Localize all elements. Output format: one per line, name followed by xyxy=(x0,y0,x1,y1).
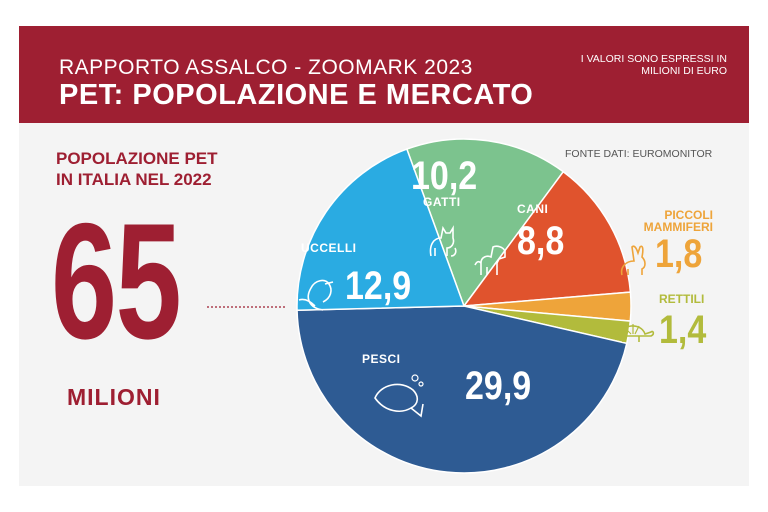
pesci-label: PESCI xyxy=(362,352,401,366)
population-value: 65 xyxy=(51,189,182,373)
report-subtitle: RAPPORTO ASSALCO - ZOOMARK 2023 xyxy=(59,56,473,79)
cat-icon xyxy=(429,225,457,257)
cani-value-box: 8,8 xyxy=(517,219,573,264)
uccelli-value: 12,9 xyxy=(345,264,412,308)
slice-label-cani: CANI xyxy=(517,202,548,216)
pie-slice-pesci xyxy=(296,305,628,474)
cani-label: CANI xyxy=(517,202,549,216)
bird-icon xyxy=(298,279,334,311)
population-title-line1: POPOLAZIONE PET xyxy=(56,149,218,168)
pie-chart xyxy=(207,138,632,474)
pesci-value-box: 29,9 xyxy=(465,364,543,409)
gatti-label: GATTI xyxy=(423,195,461,209)
cani-value: 8,8 xyxy=(517,219,565,263)
pie-slice-cani xyxy=(462,170,632,307)
fish-icon xyxy=(374,374,424,418)
slice-label-uccelli: UCCELLI xyxy=(301,241,357,255)
population-title-line2: IN ITALIA NEL 2022 xyxy=(56,170,212,189)
uccelli-value-box: 12,9 xyxy=(345,264,423,309)
header-banner: RAPPORTO ASSALCO - ZOOMARK 2023 PET: POP… xyxy=(19,26,749,123)
infographic-card: RAPPORTO ASSALCO - ZOOMARK 2023 PET: POP… xyxy=(19,26,749,486)
slice-label-pesci: PESCI xyxy=(362,352,401,366)
pesci-value: 29,9 xyxy=(465,364,532,408)
pie-slices xyxy=(296,138,632,474)
report-title: PET: POPOLAZIONE E MERCATO xyxy=(59,79,534,111)
piccoli-mammiferi-value: 1,8 xyxy=(655,232,703,276)
rettili-label: RETTILI xyxy=(659,292,705,306)
data-source: FONTE DATI: EUROMONITOR xyxy=(565,148,713,160)
gatti-value: 10,2 xyxy=(411,154,478,198)
uccelli-label: UCCELLI xyxy=(301,241,357,255)
pie-slice-gatti xyxy=(405,138,565,308)
rettili-value: 1,4 xyxy=(659,308,707,352)
slice-label-piccoli-mammiferi: PICCOLI MAMMIFERI xyxy=(643,208,713,234)
population-unit: MILIONI xyxy=(67,384,161,410)
rabbit-icon xyxy=(620,245,646,276)
dog-icon xyxy=(474,245,506,275)
turtle-icon xyxy=(618,324,655,342)
pie-slice-uccelli xyxy=(296,148,466,312)
units-note: I VALORI SONO ESPRESSI IN MILIONI DI EUR… xyxy=(580,53,727,77)
slice-label-gatti: 10,2 GATTI xyxy=(411,154,489,209)
population-title: POPOLAZIONE PET IN ITALIA NEL 2022 xyxy=(56,148,218,190)
